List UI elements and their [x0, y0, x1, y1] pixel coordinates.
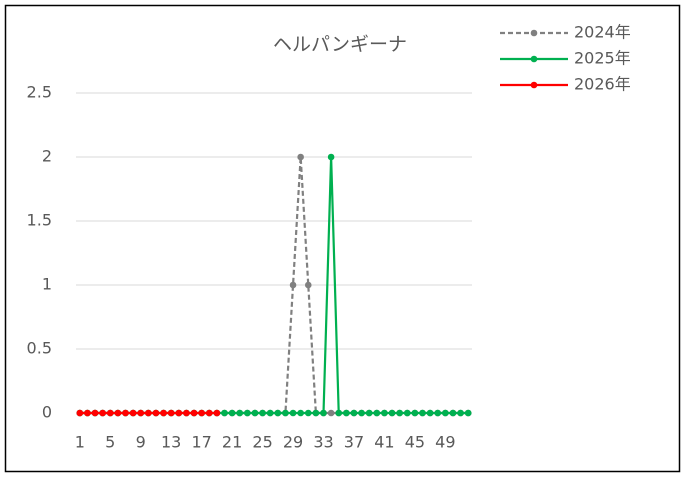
- data-point: [335, 409, 343, 417]
- data-point: [99, 409, 106, 417]
- data-point: [114, 409, 122, 417]
- y-tick-label: 0: [42, 403, 52, 422]
- data-point: [106, 409, 114, 417]
- x-tick-label: 37: [344, 433, 364, 452]
- data-point: [167, 409, 175, 417]
- legend-marker: [530, 81, 538, 89]
- y-tick-label: 1: [42, 275, 52, 294]
- data-point: [411, 409, 419, 417]
- data-point: [183, 409, 190, 417]
- data-point: [282, 409, 289, 417]
- x-tick-label: 33: [313, 433, 333, 452]
- x-tick-label: 1: [75, 433, 85, 452]
- data-point: [152, 409, 160, 417]
- data-point: [175, 409, 183, 417]
- data-point: [350, 409, 358, 417]
- x-tick-label: 49: [435, 433, 455, 452]
- data-point: [244, 409, 251, 417]
- data-point: [388, 409, 396, 417]
- data-point: [327, 409, 335, 417]
- data-point: [297, 409, 304, 417]
- x-tick-label: 9: [136, 433, 146, 452]
- chart-title: ヘルパンギーナ: [273, 34, 407, 56]
- data-point: [304, 281, 312, 289]
- x-tick-label: 5: [105, 433, 115, 452]
- data-point: [365, 409, 373, 417]
- data-point: [228, 409, 236, 417]
- data-point: [274, 409, 282, 417]
- data-point: [198, 409, 205, 417]
- data-point: [403, 409, 411, 417]
- data-point: [304, 409, 312, 417]
- data-point: [289, 409, 297, 417]
- y-tick-label: 2.5: [27, 83, 52, 102]
- y-tick-label: 2: [42, 147, 52, 166]
- data-point: [76, 409, 84, 417]
- data-point: [289, 281, 297, 289]
- data-point: [434, 409, 442, 417]
- x-tick-label: 45: [405, 433, 425, 452]
- data-point: [137, 409, 145, 417]
- y-tick-label: 1.5: [27, 211, 52, 230]
- data-point: [160, 409, 167, 417]
- data-point: [129, 409, 137, 417]
- x-tick-label: 17: [191, 433, 211, 452]
- x-tick-label: 21: [222, 433, 242, 452]
- data-point: [236, 409, 244, 417]
- data-point: [251, 409, 259, 417]
- legend-label: 2024年: [574, 23, 631, 42]
- data-point: [297, 153, 304, 161]
- x-tick-label: 29: [283, 433, 303, 452]
- x-tick-label: 41: [374, 433, 394, 452]
- data-point: [259, 409, 266, 417]
- x-tick-label: 25: [252, 433, 272, 452]
- data-point: [312, 409, 320, 417]
- data-point: [343, 409, 350, 417]
- data-point: [442, 409, 449, 417]
- data-point: [396, 409, 403, 417]
- data-point: [320, 409, 327, 417]
- legend-label: 2026年: [574, 75, 631, 94]
- y-tick-label: 0.5: [27, 339, 52, 358]
- legend-label: 2025年: [574, 49, 631, 68]
- data-point: [145, 409, 152, 417]
- data-point: [449, 409, 457, 417]
- data-point: [419, 409, 426, 417]
- data-point: [205, 409, 213, 417]
- data-point: [457, 409, 464, 417]
- legend-marker: [530, 55, 538, 63]
- data-point: [358, 409, 365, 417]
- data-point: [373, 409, 381, 417]
- data-point: [426, 409, 434, 417]
- data-point: [381, 409, 388, 417]
- data-point: [221, 409, 228, 417]
- data-point: [122, 409, 129, 417]
- data-point: [190, 409, 198, 417]
- data-point: [266, 409, 274, 417]
- legend-marker: [530, 29, 538, 37]
- chart-frame: [4, 4, 681, 473]
- x-tick-label: 13: [161, 433, 181, 452]
- data-point: [84, 409, 91, 417]
- data-point: [213, 409, 221, 417]
- data-point: [464, 409, 472, 417]
- data-point: [327, 153, 335, 161]
- data-point: [91, 409, 99, 417]
